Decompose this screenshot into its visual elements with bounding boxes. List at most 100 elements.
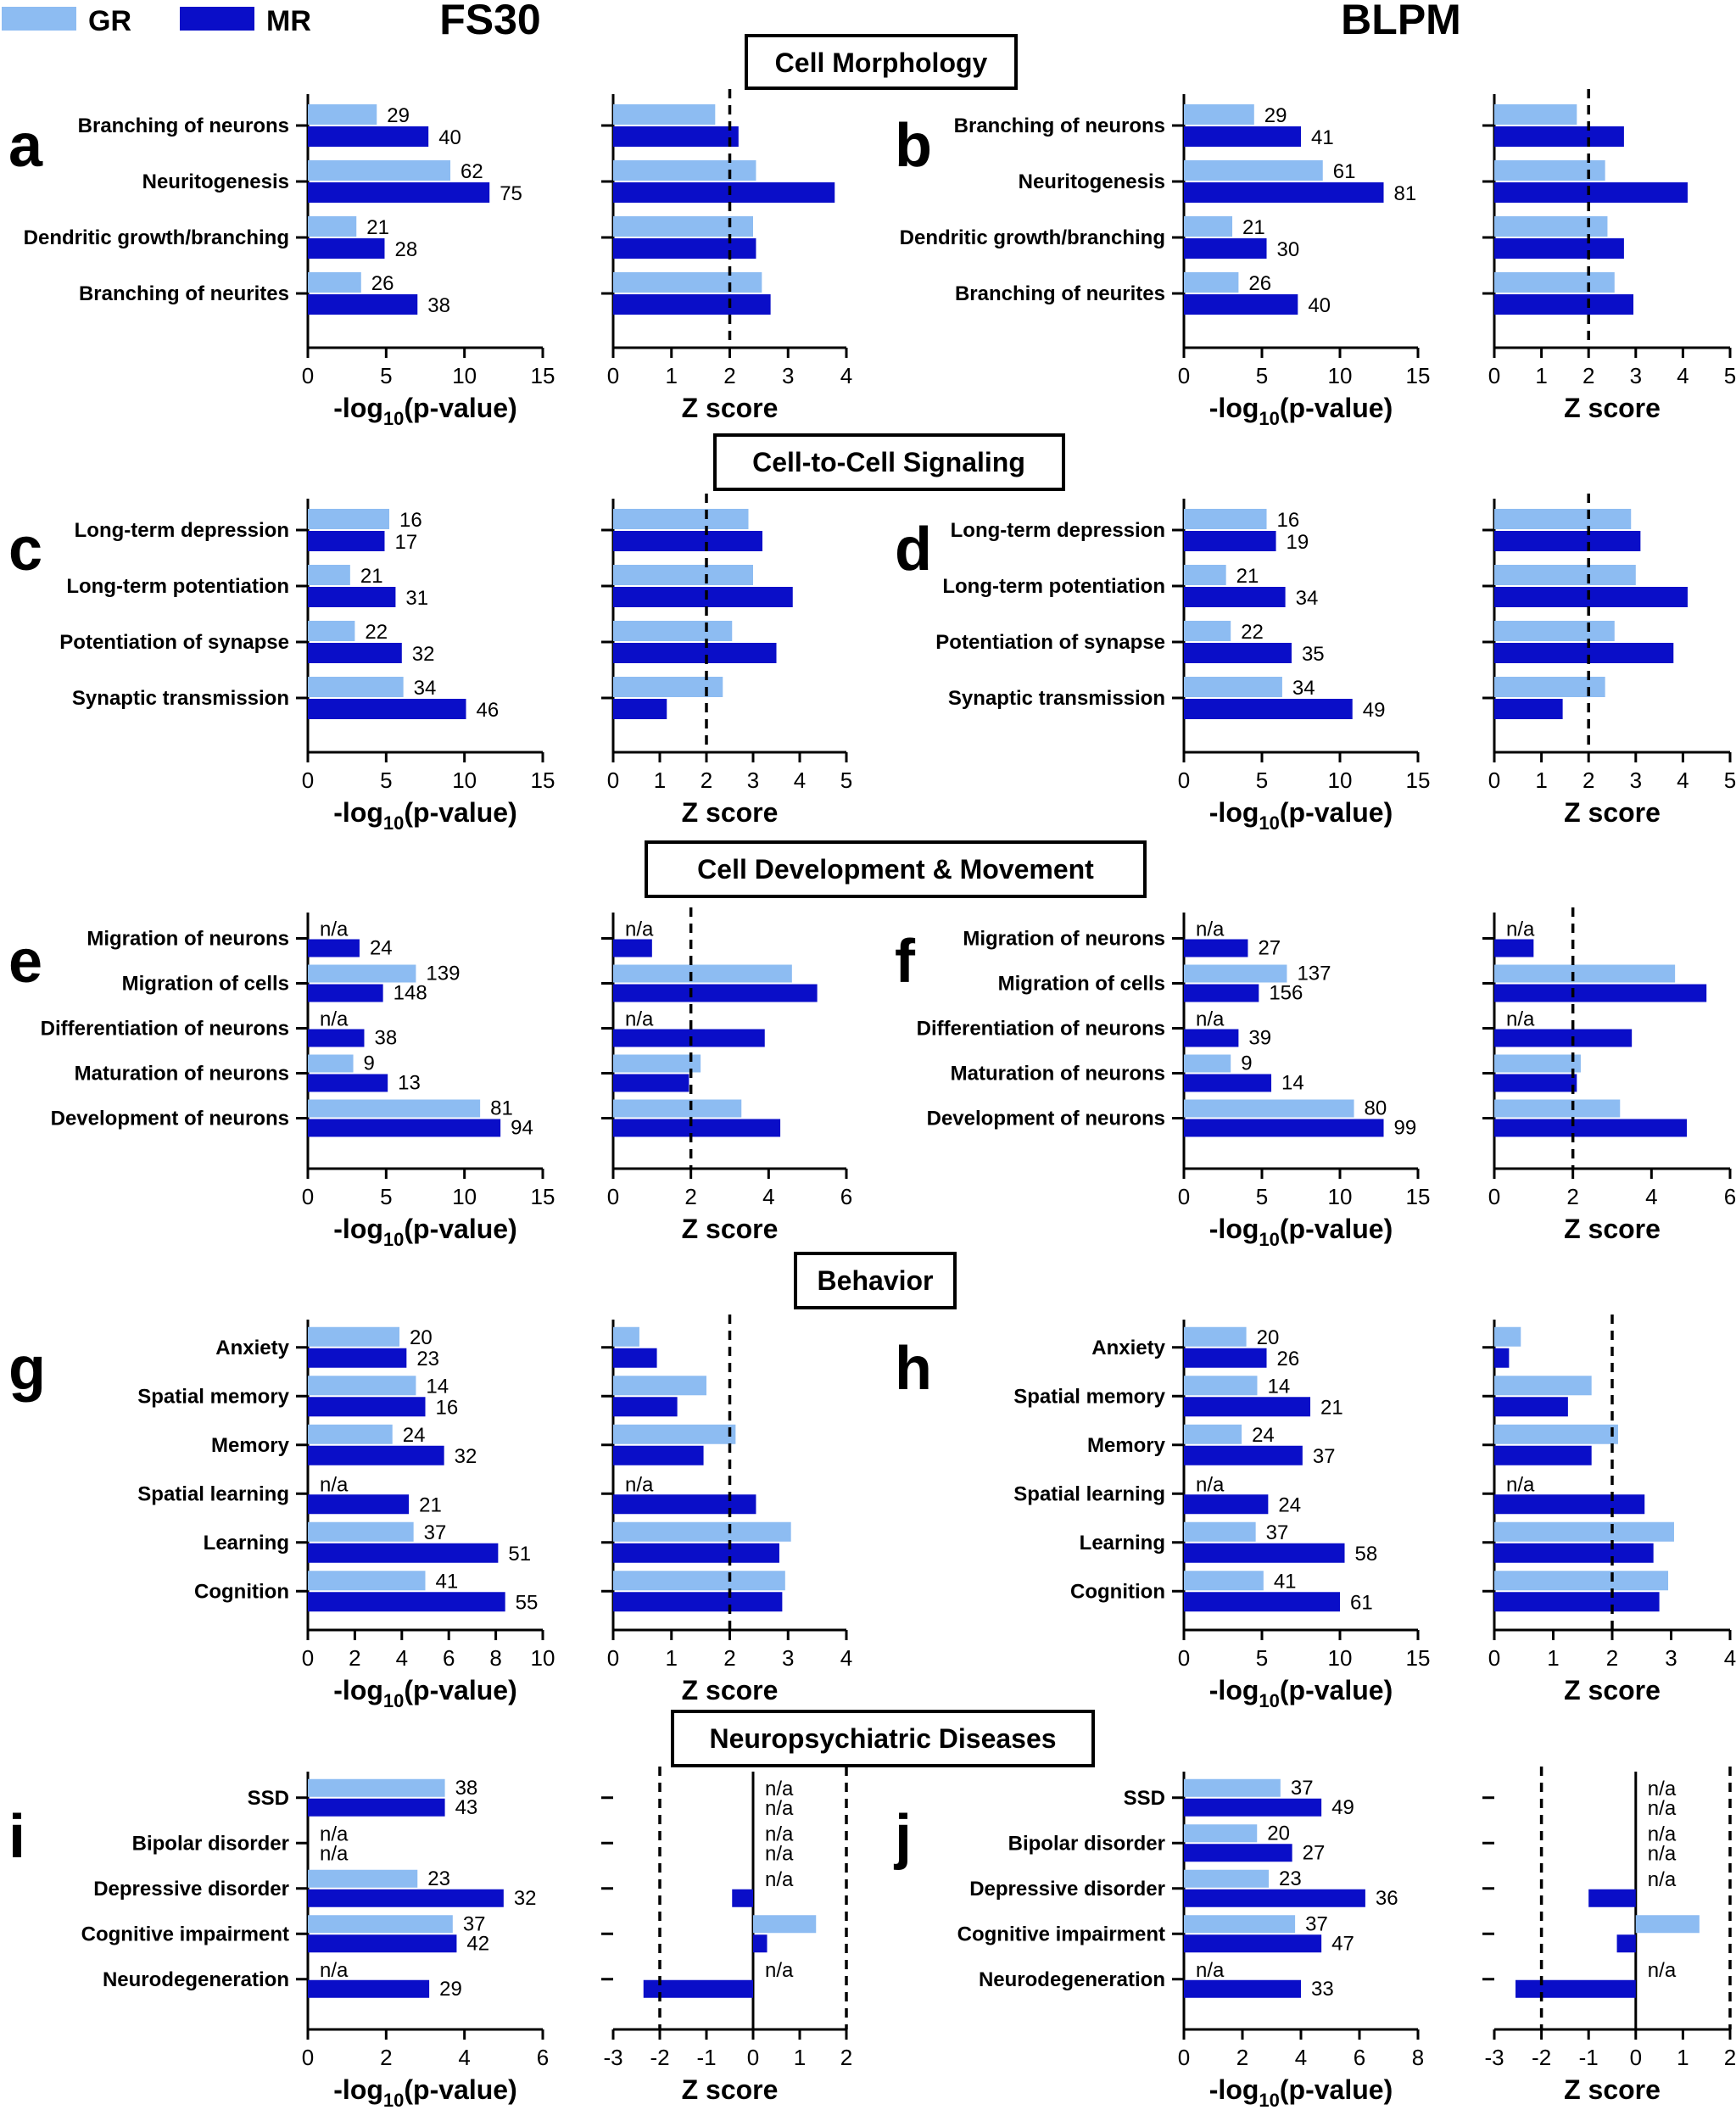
data-label: 61: [1350, 1591, 1373, 1614]
bar-gr: [1184, 1326, 1247, 1347]
data-label: 23: [427, 1867, 450, 1890]
data-label: 49: [1363, 699, 1386, 722]
data-label: 14: [1267, 1375, 1290, 1398]
category-label: Branching of neurites: [79, 282, 289, 305]
bar-mr: [1184, 126, 1301, 147]
bar-mr: [643, 1979, 753, 1998]
bar-gr: [308, 1424, 393, 1444]
category-label: Cognition: [194, 1580, 289, 1603]
x-tick-label: 5: [840, 768, 852, 793]
bar-mr: [1184, 587, 1286, 607]
data-label: 29: [439, 1978, 462, 2001]
x-tick-label: 3: [782, 1645, 794, 1671]
bar-mr: [308, 182, 490, 203]
panel-letter-g: g: [8, 1335, 46, 1403]
category-label: Migration of neurons: [963, 928, 1165, 951]
bar-gr: [308, 1571, 426, 1591]
chart-panel-f-zscore: 0 2 4 6 Z score n/a n/a: [1482, 907, 1736, 1244]
category-label: Cognitive impairment: [81, 1923, 289, 1945]
bar-mr: [1494, 587, 1688, 607]
bar-mr: [613, 1445, 704, 1465]
data-label: 62: [461, 160, 483, 183]
svg-text:Cell Development & Movement: Cell Development & Movement: [697, 854, 1094, 885]
chart-panel-b-zscore: 0 1 2 3 4 5 Z score: [1482, 89, 1736, 423]
data-label-na: n/a: [765, 1868, 794, 1891]
x-tick-label: -2: [650, 2045, 669, 2070]
bar-gr: [613, 1424, 736, 1444]
category-label: Long-term potentiation: [66, 575, 289, 598]
x-tick-label: 1: [1547, 1645, 1559, 1671]
x-axis-label: Z score: [1564, 1675, 1661, 1705]
bar-gr: [613, 1326, 639, 1347]
bar-gr: [1184, 1778, 1281, 1797]
bar-mr: [1184, 1934, 1322, 1953]
category-label: Potentiation of synapse: [59, 631, 289, 654]
bar-gr: [1184, 1571, 1264, 1591]
chart-panel-h-zscore: 0 1 2 3 4 Z score n/a: [1482, 1315, 1736, 1705]
category-label: Learning: [1080, 1532, 1165, 1555]
bar-mr: [308, 939, 360, 957]
x-tick-label: 6: [1724, 1184, 1736, 1209]
x-tick-label: 5: [1256, 1645, 1268, 1671]
x-axis-label: -log10(p-value): [333, 1675, 516, 1711]
section-title-cell-morphology: Cell Morphology: [745, 34, 1018, 90]
category-label: Branching of neurons: [954, 114, 1165, 137]
x-tick-label: -2: [1532, 2045, 1551, 2070]
category-label: Depressive disorder: [93, 1878, 289, 1901]
data-label: 40: [1308, 294, 1331, 317]
bar-gr: [613, 1099, 742, 1118]
x-tick-label: 2: [1724, 2045, 1736, 2070]
category-label: Maturation of neurons: [951, 1063, 1165, 1086]
x-tick-label: 0: [302, 1645, 314, 1671]
bar-gr: [308, 509, 390, 529]
bar-gr: [1494, 964, 1676, 983]
bar-gr: [1494, 1054, 1581, 1073]
data-label: 16: [436, 1396, 459, 1419]
category-label: Neurodegeneration: [979, 1968, 1165, 1991]
bar-mr: [1494, 1029, 1633, 1047]
bar-mr: [732, 1889, 753, 1907]
category-label: Neuritogenesis: [1019, 170, 1165, 193]
data-label-na: n/a: [1648, 1868, 1677, 1891]
bar-mr: [1184, 294, 1298, 315]
category-label: Branching of neurites: [955, 282, 1165, 305]
bar-mr: [1494, 294, 1634, 315]
bar-gr: [308, 104, 377, 125]
panel-letter-a: a: [8, 112, 43, 180]
bar-mr: [1184, 1348, 1267, 1368]
bar-gr: [308, 964, 416, 983]
data-label: 38: [455, 1777, 478, 1800]
bar-mr: [1184, 1029, 1239, 1047]
bar-gr: [613, 104, 716, 125]
data-label: 20: [410, 1326, 433, 1349]
x-tick-label: 0: [607, 363, 619, 388]
x-tick-label: 8: [489, 1645, 501, 1671]
x-tick-label: 5: [380, 363, 392, 388]
chart-panel-h-pvalue: 0 5 10 15 -log10(p-value) Anxiety Spatial memo…: [1013, 1320, 1430, 1711]
x-tick-label: 5: [380, 1184, 392, 1209]
data-label: 21: [1236, 565, 1259, 588]
data-label: 32: [455, 1445, 477, 1468]
bar-gr: [1494, 565, 1636, 585]
bar-gr: [613, 964, 792, 983]
bar-gr: [308, 1869, 418, 1888]
x-tick-label: 0: [1488, 768, 1500, 793]
x-tick-label: 2: [1566, 1184, 1578, 1209]
data-label: 38: [427, 294, 450, 317]
bar-gr: [308, 565, 350, 585]
category-label: Long-term depression: [75, 519, 289, 542]
data-label: 14: [426, 1375, 449, 1398]
bar-gr: [613, 565, 753, 585]
category-label: Potentiation of synapse: [935, 631, 1165, 654]
x-tick-label: 1: [1677, 2045, 1689, 2070]
chart-panel-j-pvalue: 0 2 4 6 8 -log10(p-value) SSD Bipolar disorder D…: [957, 1772, 1424, 2110]
x-tick-label: 4: [1295, 2045, 1307, 2070]
bar-mr: [1494, 1592, 1660, 1612]
x-tick-label: 0: [607, 1184, 619, 1209]
x-tick-label: 15: [531, 1184, 555, 1209]
chart-panel-c-pvalue: 0 5 10 15 -log10(p-value) Long-term depressio…: [59, 499, 555, 834]
data-label-na: n/a: [625, 1473, 654, 1496]
bar-mr: [1184, 1889, 1365, 1907]
data-label-na: n/a: [320, 1823, 349, 1845]
bar-gr: [1494, 104, 1577, 125]
